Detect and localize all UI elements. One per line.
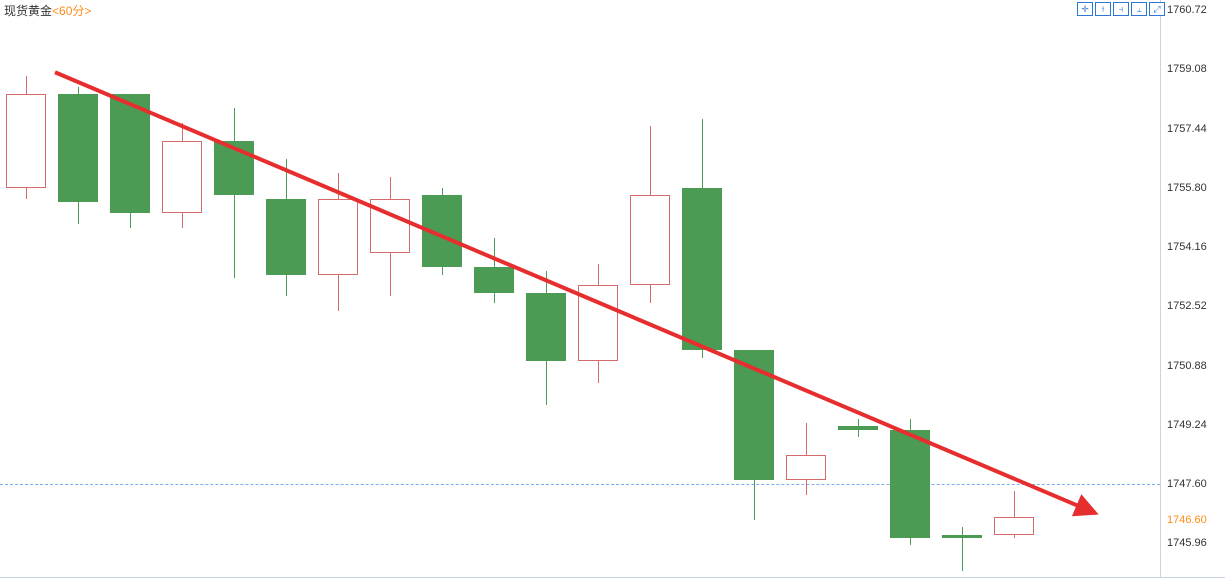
price-line xyxy=(0,484,1160,485)
indicator-icon[interactable]: ⫞ xyxy=(1113,2,1129,16)
candle-body xyxy=(890,430,930,538)
y-tick-label: 1749.24 xyxy=(1167,419,1207,431)
candle-body xyxy=(578,285,618,361)
plot-area[interactable] xyxy=(0,0,1160,578)
chart-style-icon[interactable]: ⟊ xyxy=(1095,2,1111,16)
instrument-name: 现货黄金 xyxy=(4,4,52,18)
candle-body xyxy=(786,455,826,480)
y-tick-label: 1750.88 xyxy=(1167,360,1207,372)
current-price-label: 1746.60 xyxy=(1167,514,1207,526)
candle-body xyxy=(422,195,462,267)
y-tick-label: 1760.72 xyxy=(1167,4,1207,16)
candle-body xyxy=(58,94,98,202)
timeframe-label: <60分> xyxy=(52,4,91,18)
candle-body xyxy=(682,188,722,351)
chart-title-bar: 现货黄金<60分> xyxy=(4,2,91,19)
candle-body xyxy=(318,199,358,275)
y-tick-label: 1754.16 xyxy=(1167,241,1207,253)
candle-body xyxy=(266,199,306,275)
candle-body xyxy=(526,293,566,362)
candle-body xyxy=(6,94,46,188)
candle-body xyxy=(370,199,410,253)
candle-body xyxy=(630,195,670,285)
y-tick-label: 1747.60 xyxy=(1167,478,1207,490)
crosshair-icon[interactable]: ✛ xyxy=(1077,2,1093,16)
y-tick-label: 1757.44 xyxy=(1167,123,1207,135)
candle-body xyxy=(994,517,1034,535)
settings-icon[interactable]: ⫠ xyxy=(1131,2,1147,16)
chart-toolbar: ✛ ⟊ ⫞ ⫠ ⤢ xyxy=(1077,2,1165,16)
candle-body xyxy=(942,535,982,539)
y-tick-label: 1745.96 xyxy=(1167,537,1207,549)
fullscreen-icon[interactable]: ⤢ xyxy=(1149,2,1165,16)
y-tick-label: 1752.52 xyxy=(1167,300,1207,312)
y-tick-label: 1755.80 xyxy=(1167,182,1207,194)
candle-body xyxy=(214,141,254,195)
candlestick-chart: 现货黄金<60分> ✛ ⟊ ⫞ ⫠ ⤢ 1760.72 1759.08 1757.4… xyxy=(0,0,1225,578)
y-axis: 1760.72 1759.08 1757.44 1755.80 1754.16 1752.… xyxy=(1160,0,1225,578)
candle-body xyxy=(110,94,150,213)
candle-body xyxy=(474,267,514,292)
candle-body xyxy=(838,426,878,430)
candle-body xyxy=(734,350,774,480)
candle-body xyxy=(162,141,202,213)
y-tick-label: 1759.08 xyxy=(1167,63,1207,75)
